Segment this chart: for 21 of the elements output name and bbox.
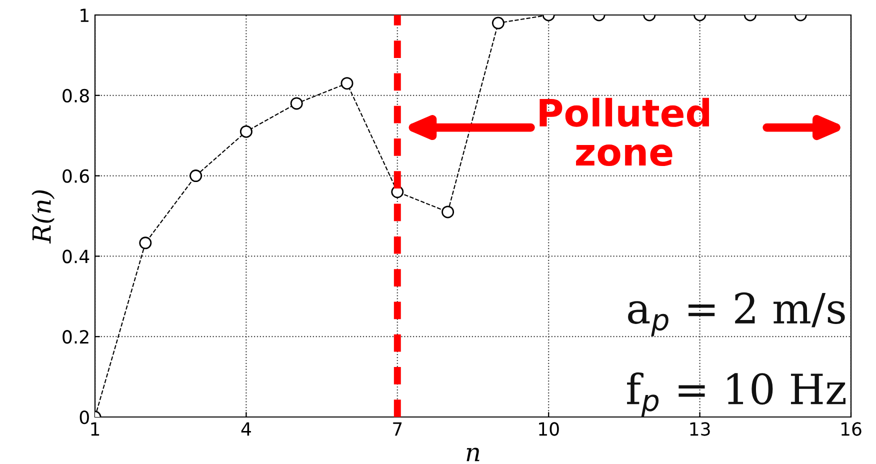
annotation: Polluted zone [540, 98, 709, 166]
y-tick-label: 0.6 [62, 169, 90, 183]
x-tick-label: 7 [393, 422, 402, 436]
x-tick-label: 10 [539, 422, 559, 436]
y-axis-title: R(n) [32, 190, 55, 244]
x-axis-title: n [466, 448, 480, 462]
y-tick-label: 1 [80, 8, 88, 22]
annotation: a$_{p}$ = 2 m/s [628, 292, 845, 336]
x-tick-label: 4 [241, 422, 251, 436]
y-tick-label: 0 [80, 410, 89, 424]
x-tick-label: 1 [91, 422, 100, 436]
point [240, 125, 252, 138]
point [442, 206, 454, 218]
point [139, 236, 152, 250]
annotation: f$_{p}$ = 10 Hz [627, 372, 846, 417]
x-tick-label: 13 [690, 422, 710, 436]
y-tick-label: 0.8 [62, 88, 89, 103]
y-tick-label: 0.4 [62, 250, 90, 264]
x-tick-label: 16 [841, 422, 862, 436]
y-tick-label: 0.2 [62, 330, 88, 344]
point [190, 170, 202, 182]
